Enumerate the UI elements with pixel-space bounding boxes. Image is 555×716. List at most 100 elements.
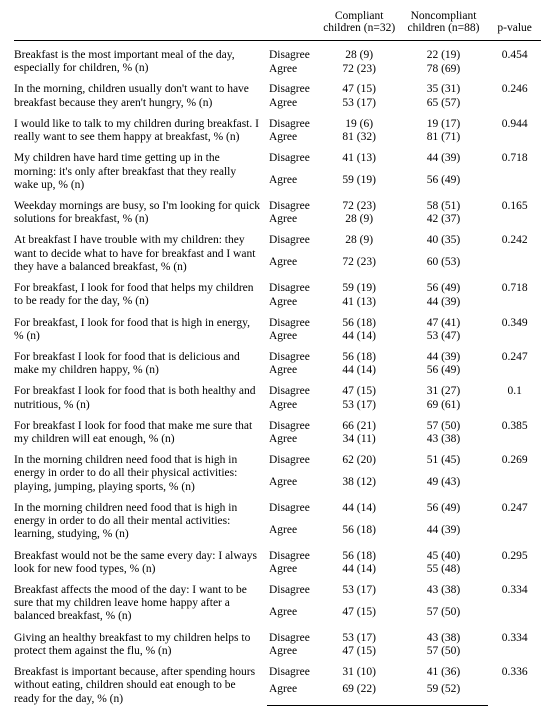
value-cell: 59 (19)	[320, 274, 399, 296]
value-cell: 44 (39)	[399, 343, 489, 365]
value-cell: 41 (13)	[320, 144, 399, 174]
value-cell: 56 (49)	[399, 494, 489, 524]
value-cell: 60 (53)	[399, 256, 489, 274]
value-cell: 72 (23)	[320, 256, 399, 274]
statement-cell: In the morning, children usually don't w…	[14, 75, 267, 109]
table-body: Breakfast is the most important meal of …	[14, 41, 541, 706]
value-cell: 47 (15)	[320, 377, 399, 399]
statement-cell: In the morning children need food that i…	[14, 446, 267, 494]
response-label: Disagree	[267, 446, 320, 476]
value-cell: 41 (13)	[320, 296, 399, 309]
table-row: Weekday mornings are busy, so I'm lookin…	[14, 192, 541, 214]
response-label: Agree	[267, 174, 320, 192]
value-cell: 65 (57)	[399, 97, 489, 110]
value-cell: 22 (19)	[399, 41, 489, 63]
value-cell: 53 (17)	[320, 624, 399, 646]
table-row: At breakfast I have trouble with my chil…	[14, 226, 541, 256]
value-cell: 81 (71)	[399, 131, 489, 144]
table-row: My children have hard time getting up in…	[14, 144, 541, 174]
value-cell: 44 (39)	[399, 144, 489, 174]
response-label: Agree	[267, 296, 320, 309]
statement-cell: For breakfast I look for food that is de…	[14, 343, 267, 377]
value-cell: 19 (17)	[399, 110, 489, 132]
col-header-pvalue: p-value	[488, 10, 541, 41]
response-label: Agree	[267, 256, 320, 274]
value-cell: 44 (14)	[320, 364, 399, 377]
table-row: Breakfast would not be the same every da…	[14, 542, 541, 564]
table-row: Giving an healthy breakfast to my childr…	[14, 624, 541, 646]
value-cell: 43 (38)	[399, 624, 489, 646]
response-label: Disagree	[267, 226, 320, 256]
statement-cell: Breakfast is the most important meal of …	[14, 41, 267, 76]
response-label: Disagree	[267, 144, 320, 174]
response-label: Agree	[267, 645, 320, 658]
pvalue-cell: 0.165	[488, 192, 541, 226]
value-cell: 56 (18)	[320, 542, 399, 564]
value-cell: 56 (49)	[399, 174, 489, 192]
value-cell: 31 (27)	[399, 377, 489, 399]
col-header-compliant: Compliant children (n=32)	[320, 10, 399, 41]
pvalue-cell: 0.269	[488, 446, 541, 494]
response-label: Disagree	[267, 412, 320, 434]
response-label: Disagree	[267, 377, 320, 399]
response-label: Disagree	[267, 192, 320, 214]
value-cell: 43 (38)	[399, 576, 489, 606]
table-row: Breakfast is the most important meal of …	[14, 41, 541, 63]
table-row: I would like to talk to my children duri…	[14, 110, 541, 132]
response-label: Disagree	[267, 658, 320, 683]
value-cell: 53 (17)	[320, 399, 399, 412]
value-cell: 66 (21)	[320, 412, 399, 434]
value-cell: 53 (17)	[320, 576, 399, 606]
value-cell: 56 (18)	[320, 309, 399, 331]
value-cell: 41 (36)	[399, 658, 489, 683]
value-cell: 47 (15)	[320, 645, 399, 658]
value-cell: 43 (38)	[399, 433, 489, 446]
statement-cell: For breakfast I look for food that make …	[14, 412, 267, 446]
value-cell: 34 (11)	[320, 433, 399, 446]
response-label: Agree	[267, 606, 320, 624]
pvalue-cell: 0.334	[488, 624, 541, 658]
response-label: Agree	[267, 563, 320, 576]
value-cell: 28 (9)	[320, 226, 399, 256]
response-label: Agree	[267, 330, 320, 343]
pvalue-cell: 0.718	[488, 274, 541, 308]
value-cell: 56 (18)	[320, 343, 399, 365]
table-row: Breakfast is important because, after sp…	[14, 658, 541, 683]
value-cell: 59 (19)	[320, 174, 399, 192]
response-label: Agree	[267, 63, 320, 76]
table-row: Breakfast affects the mood of the day: I…	[14, 576, 541, 606]
statement-cell: In the morning children need food that i…	[14, 494, 267, 542]
pvalue-cell: 0.334	[488, 576, 541, 624]
table-row: For breakfast, I look for food that help…	[14, 274, 541, 296]
value-cell: 44 (39)	[399, 296, 489, 309]
value-cell: 47 (15)	[320, 606, 399, 624]
response-label: Agree	[267, 476, 320, 494]
pvalue-cell: 0.718	[488, 144, 541, 192]
statement-cell: For breakfast, I look for food that help…	[14, 274, 267, 308]
table-row: For breakfast I look for food that make …	[14, 412, 541, 434]
value-cell: 78 (69)	[399, 63, 489, 76]
value-cell: 51 (45)	[399, 446, 489, 476]
response-label: Disagree	[267, 542, 320, 564]
statement-cell: For breakfast, I look for food that is h…	[14, 309, 267, 343]
value-cell: 59 (52)	[399, 683, 489, 706]
value-cell: 56 (49)	[399, 274, 489, 296]
response-label: Disagree	[267, 41, 320, 63]
pvalue-cell: 0.247	[488, 343, 541, 377]
pvalue-cell: 0.246	[488, 75, 541, 109]
value-cell: 44 (14)	[320, 563, 399, 576]
value-cell: 47 (15)	[320, 75, 399, 97]
table-row: In the morning children need food that i…	[14, 446, 541, 476]
pvalue-cell: 0.1	[488, 377, 541, 411]
statement-cell: My children have hard time getting up in…	[14, 144, 267, 192]
value-cell: 58 (51)	[399, 192, 489, 214]
table-row: For breakfast I look for food that is bo…	[14, 377, 541, 399]
response-label: Disagree	[267, 309, 320, 331]
value-cell: 81 (32)	[320, 131, 399, 144]
response-label: Disagree	[267, 343, 320, 365]
pvalue-cell: 0.247	[488, 494, 541, 542]
value-cell: 44 (14)	[320, 494, 399, 524]
statement-cell: Breakfast would not be the same every da…	[14, 542, 267, 576]
response-label: Agree	[267, 683, 320, 706]
table-row: In the morning, children usually don't w…	[14, 75, 541, 97]
